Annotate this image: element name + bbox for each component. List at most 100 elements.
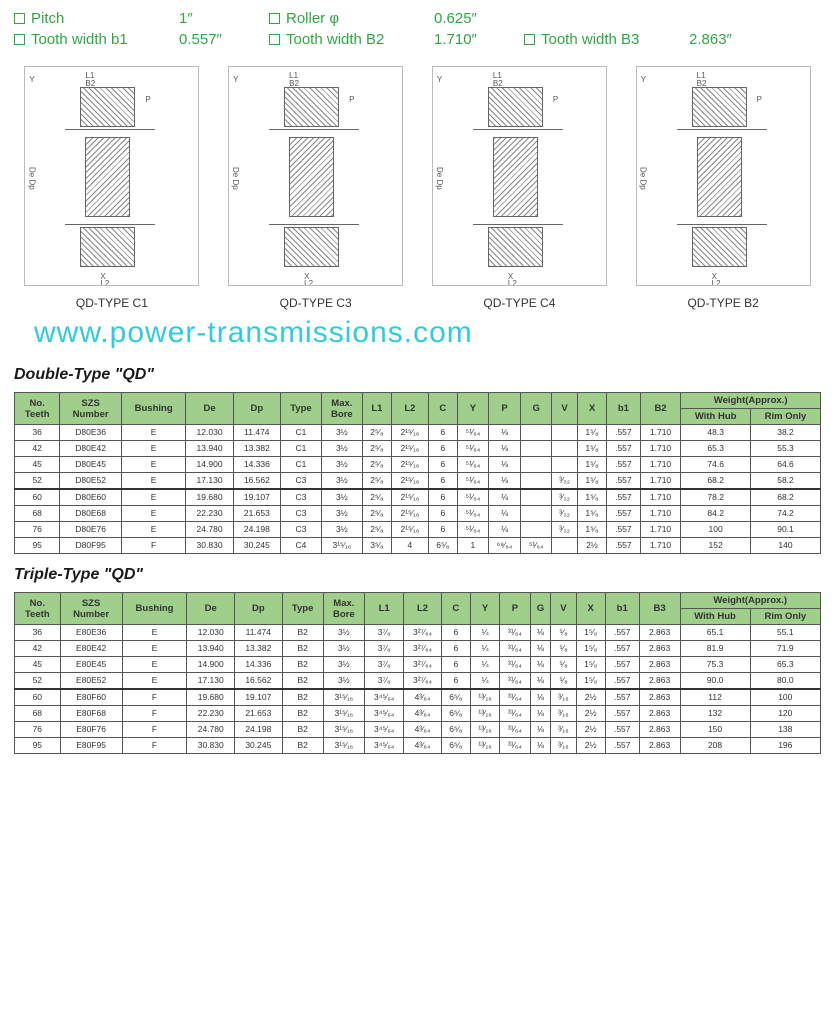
table-cell: C3	[281, 506, 322, 522]
table-cell: 1⁵⁄₈	[576, 657, 605, 673]
table-cell: ¼	[470, 673, 499, 690]
table-row: 60E80F60F19.68019.107B23¹⁵⁄₁₆3⁴⁵⁄₆₄4³⁄₆₄…	[15, 689, 821, 706]
table-cell: ⁶⁹⁄₆₄	[488, 538, 520, 554]
table-row: 45D80E45E14.90014.336C13½2⁵⁄₈2¹⁵⁄₁₆6⁵¹⁄₆…	[15, 457, 821, 473]
col-header: C	[441, 593, 470, 625]
col-header: X	[578, 393, 607, 425]
table-cell: E80E36	[60, 625, 122, 641]
table-cell: E80E45	[60, 657, 122, 673]
table-cell: 16.562	[235, 673, 283, 690]
table-cell: 2.863	[639, 657, 680, 673]
table-cell: 4³⁄₆₄	[404, 706, 441, 722]
col-header: Dp	[235, 593, 283, 625]
col-header: Max.Bore	[323, 593, 364, 625]
table-cell: 1.710	[640, 506, 681, 522]
checkbox-icon	[14, 34, 25, 45]
table-cell: 3½	[321, 506, 362, 522]
table-cell: 13.940	[187, 641, 235, 657]
table-row: 95E80F95F30.83030.245B23¹⁵⁄₁₆3⁴⁵⁄₆₄4³⁄₆₄…	[15, 738, 821, 754]
table-cell: 1.710	[640, 457, 681, 473]
table-cell: E80F95	[60, 738, 122, 754]
table-cell: .557	[606, 489, 640, 506]
table-cell: E	[122, 625, 187, 641]
table-cell: B2	[282, 625, 323, 641]
table-row: 42D80E42E13.94013.382C13½2⁵⁄₈2¹⁵⁄₁₆6⁵¹⁄₆…	[15, 441, 821, 457]
table-cell: 84.2	[681, 506, 751, 522]
table-cell: 65.3	[750, 657, 820, 673]
table-cell: ⅛	[530, 625, 551, 641]
table-cell: 3¹⁵⁄₁₆	[323, 689, 364, 706]
table-cell: 38.2	[751, 425, 821, 441]
spec-label: Roller φ	[286, 10, 339, 27]
diagram: YL1B2PDe DpXL2QD-TYPE C3	[218, 66, 414, 310]
table-cell: 2½	[576, 706, 605, 722]
table-cell: 6	[428, 441, 457, 457]
table-cell: 3½	[321, 489, 362, 506]
table-cell: 14.900	[187, 657, 235, 673]
table-cell: 74.6	[681, 457, 751, 473]
table-cell: 95	[15, 538, 60, 554]
table-cell: ³⁄₁₆	[551, 738, 576, 754]
table-row: 45E80E45E14.90014.336B23½3⁷⁄₈3²⁷⁄₆₄6¼³¹⁄…	[15, 657, 821, 673]
table-cell: 3⁷⁄₈	[365, 641, 404, 657]
table-cell: F	[121, 538, 186, 554]
table-cell: 42	[15, 641, 61, 657]
table-cell: 2½	[576, 738, 605, 754]
table-cell: .557	[605, 722, 639, 738]
table-cell: 68	[15, 706, 61, 722]
table-cell: ³¹⁄₆₄	[500, 706, 530, 722]
table-cell: ⅛	[530, 738, 551, 754]
table-cell: 1⁵⁄₈	[578, 522, 607, 538]
table-cell: 42	[15, 441, 60, 457]
table-cell: 64.6	[751, 457, 821, 473]
table-cell: 2⁵⁄₈	[362, 425, 391, 441]
table-cell: E	[121, 473, 186, 490]
table-cell: 90.0	[680, 673, 750, 690]
table-cell: 196	[750, 738, 820, 754]
table-row: 36E80E36E12.03011.474B23½3⁷⁄₈3²⁷⁄₆₄6¼³¹⁄…	[15, 625, 821, 641]
table-cell: 6	[428, 522, 457, 538]
table-cell: 3⁵⁄₈	[362, 538, 391, 554]
table-cell: 3½	[323, 641, 364, 657]
spec-label: Tooth width B3	[541, 31, 639, 48]
diagram-drawing: YL1B2PDe DpXL2	[228, 66, 403, 286]
table-cell: .557	[605, 673, 639, 690]
table-cell: 60	[15, 489, 60, 506]
table-cell: E	[121, 441, 186, 457]
col-header: B2	[640, 393, 681, 425]
table-cell: 6	[441, 657, 470, 673]
table-cell: 4³⁄₆₄	[404, 689, 441, 706]
table-cell: 6⁵⁄₈	[441, 706, 470, 722]
diagram-drawing: YL1B2PDe DpXL2	[432, 66, 607, 286]
col-header: b1	[605, 593, 639, 625]
spec-value: 1.710″	[434, 31, 494, 48]
table-cell: 1⁵⁄₈	[576, 673, 605, 690]
table-cell: .557	[605, 689, 639, 706]
table-cell: 2.863	[639, 641, 680, 657]
table2-title: Triple-Type "QD"	[14, 566, 821, 584]
table-cell: 76	[15, 522, 60, 538]
table-cell: ⅛	[530, 722, 551, 738]
table-cell: 68.2	[751, 489, 821, 506]
table-cell: 12.030	[186, 425, 233, 441]
table-cell: 3⁴⁵⁄₆₄	[365, 722, 404, 738]
col-header: L2	[404, 593, 441, 625]
col-header: V	[552, 393, 578, 425]
table-cell: ³⁄₁₆	[551, 706, 576, 722]
col-header: L2	[391, 393, 428, 425]
table-cell: 14.336	[235, 657, 283, 673]
table-cell: ³⁄₁₆	[551, 722, 576, 738]
table-cell: 2½	[576, 689, 605, 706]
table-cell: ³⁄₃₂	[552, 522, 578, 538]
table-cell: 112	[680, 689, 750, 706]
table-cell: 68	[15, 506, 60, 522]
table-cell: 3²⁷⁄₆₄	[404, 657, 441, 673]
table-cell: D80E42	[60, 441, 122, 457]
table-cell	[552, 441, 578, 457]
table-cell: 3²⁷⁄₆₄	[404, 641, 441, 657]
table-cell: ⅛	[530, 689, 551, 706]
table-cell: 45	[15, 657, 61, 673]
table2: No.TeethSZSNumberBushingDeDpTypeMax.Bore…	[14, 592, 821, 754]
table-cell: E	[122, 657, 187, 673]
table-cell: 16.562	[233, 473, 280, 490]
